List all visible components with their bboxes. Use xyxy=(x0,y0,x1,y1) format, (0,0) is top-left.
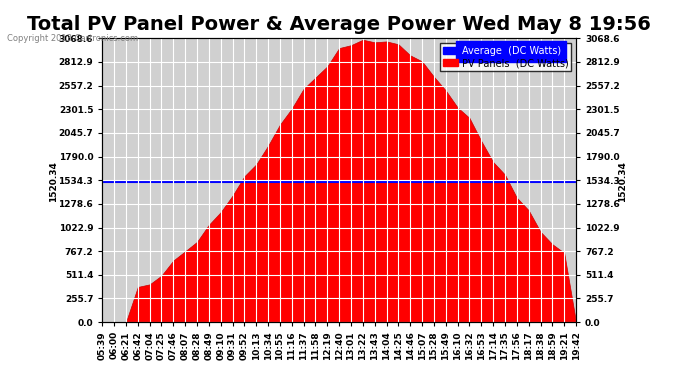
Text: 1520.34: 1520.34 xyxy=(50,161,59,202)
Text: Copyright 2013 Cartronics.com: Copyright 2013 Cartronics.com xyxy=(7,34,138,43)
Text: 1520.34: 1520.34 xyxy=(618,161,627,202)
Legend: Average  (DC Watts), PV Panels  (DC Watts): Average (DC Watts), PV Panels (DC Watts) xyxy=(440,43,571,71)
Title: Total PV Panel Power & Average Power Wed May 8 19:56: Total PV Panel Power & Average Power Wed… xyxy=(27,15,651,34)
